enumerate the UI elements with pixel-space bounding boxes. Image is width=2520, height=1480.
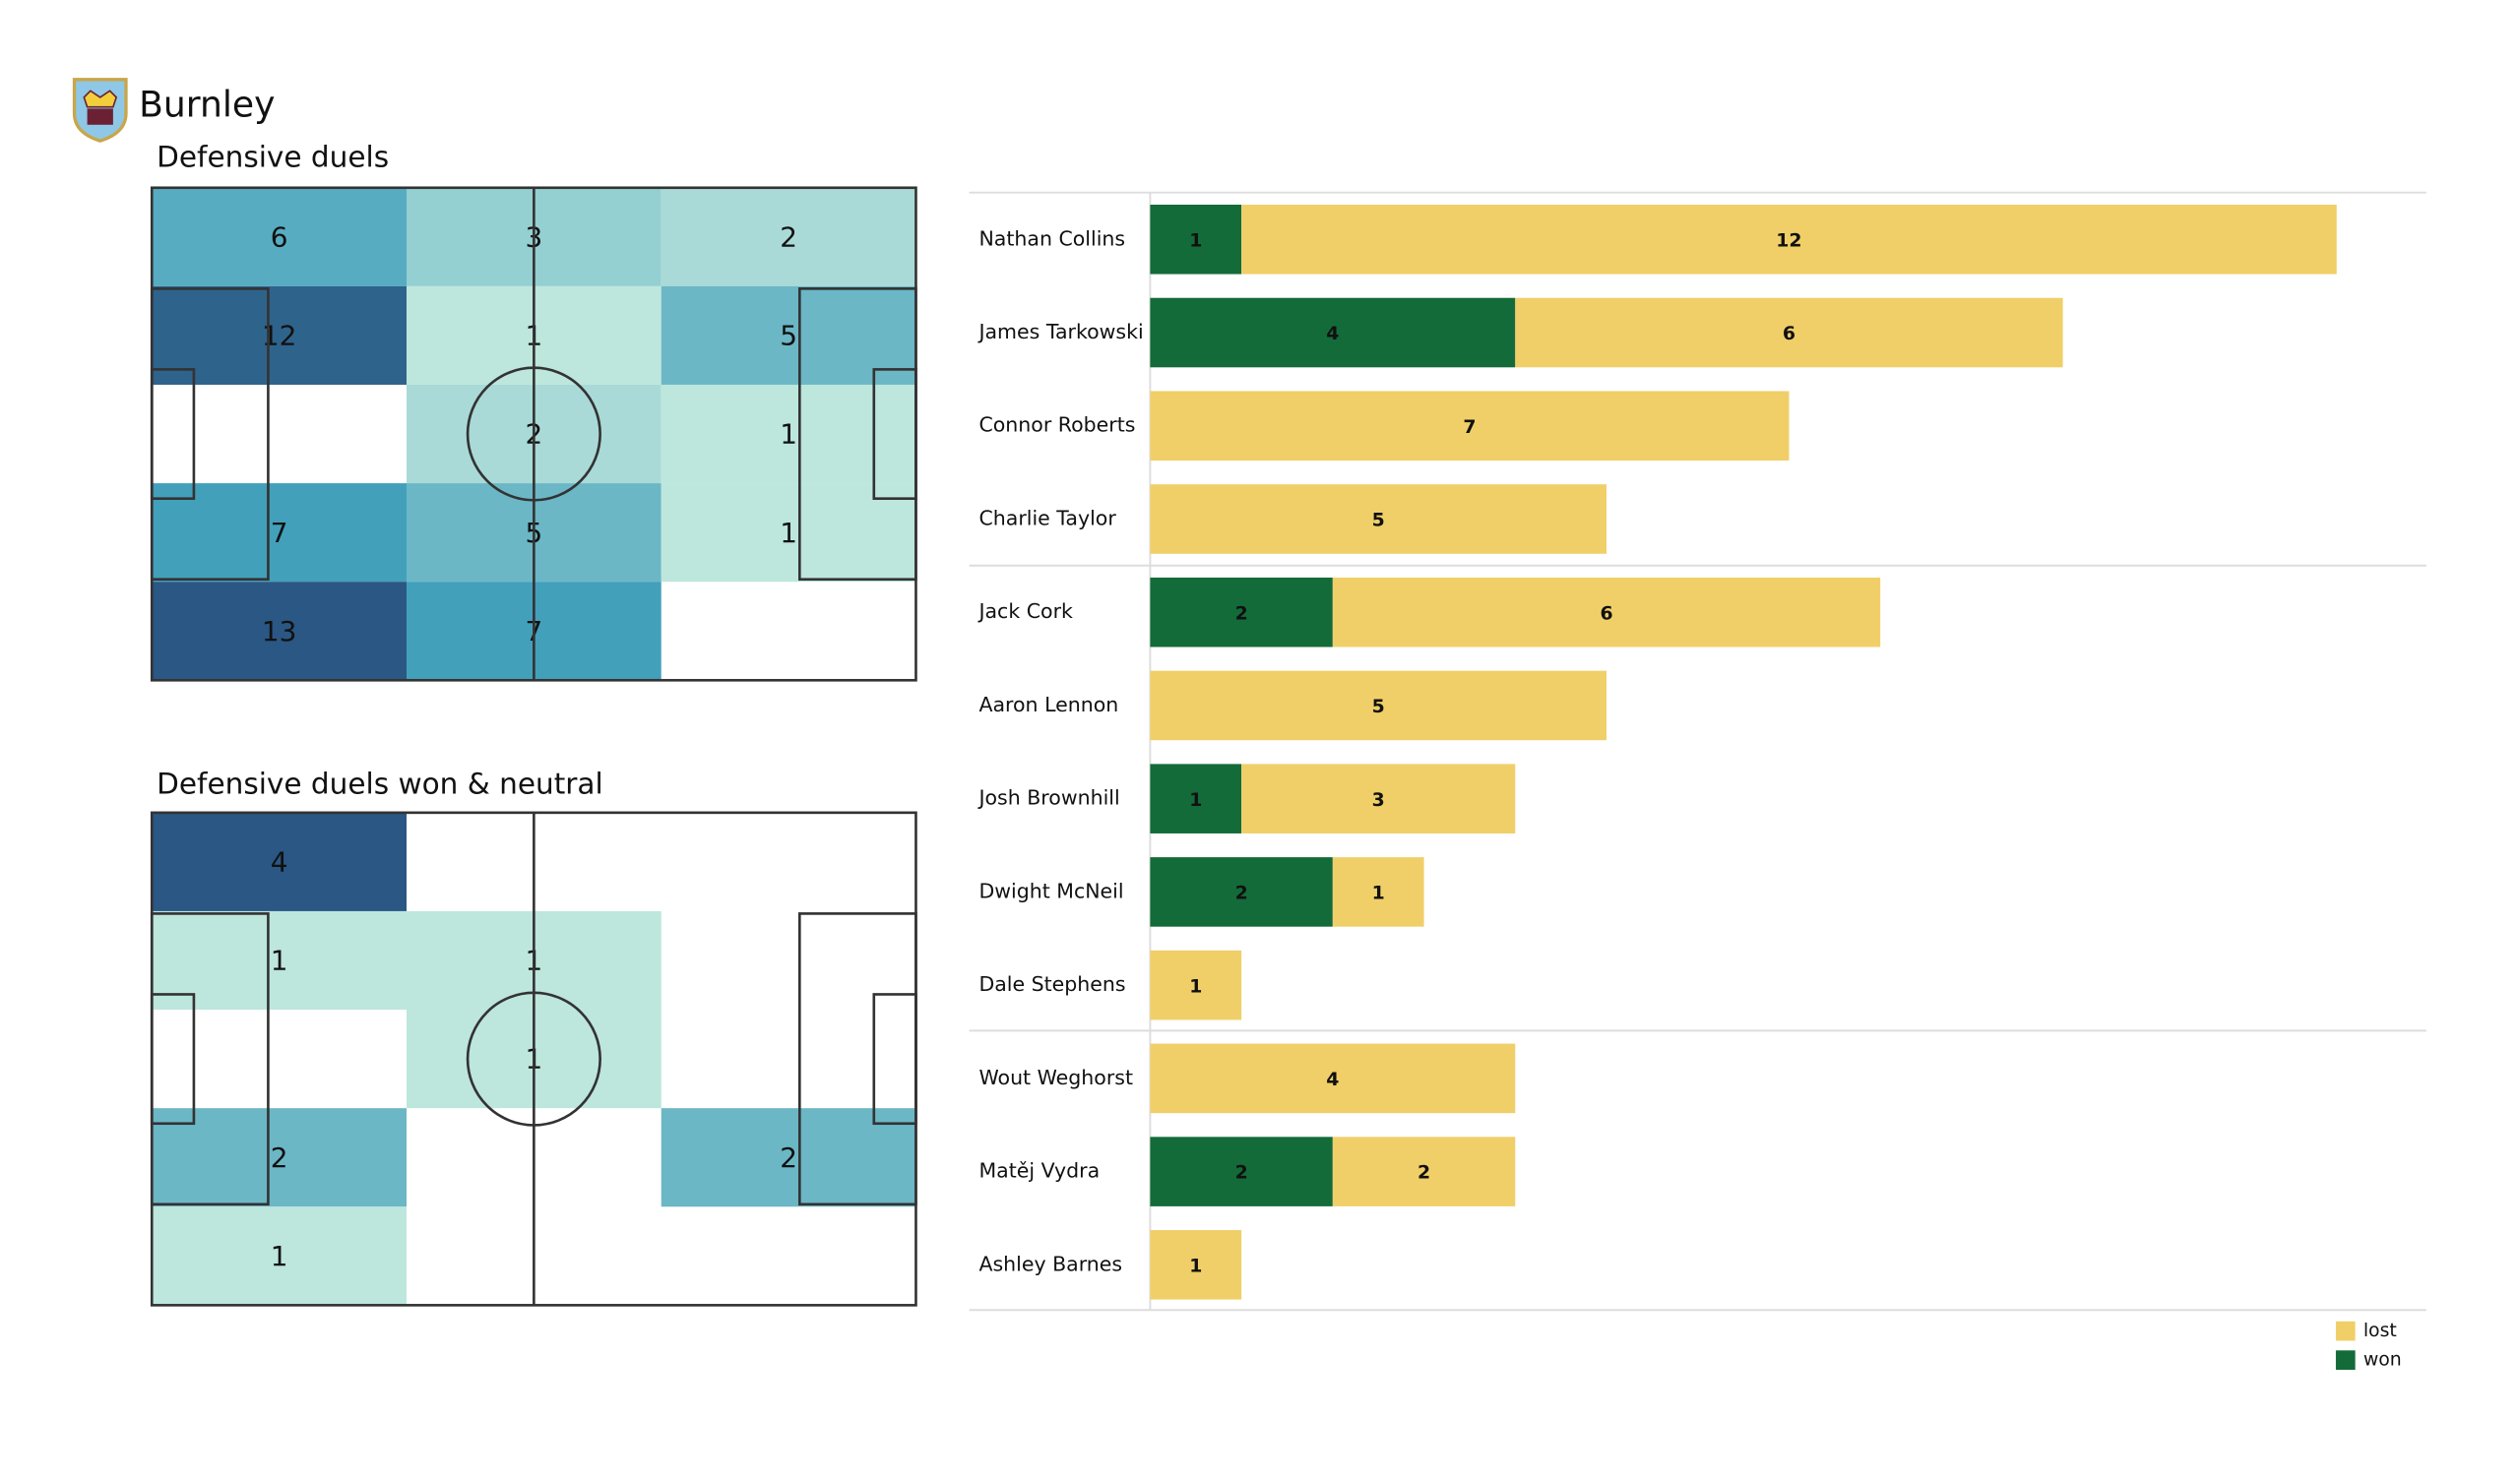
bar-segment [1150, 670, 1606, 741]
heat-cell [152, 812, 407, 911]
legend-label: won [2363, 1349, 2402, 1371]
player-name: Nathan Collins [978, 226, 1125, 250]
cell-label: 2 [780, 220, 797, 253]
cell-label: 1 [780, 517, 797, 549]
legend-label: lost [2363, 1320, 2397, 1341]
heatmap-title: Defensive duels won & neutral [157, 767, 603, 800]
player-name: Charlie Taylor [978, 506, 1116, 529]
bar-segment [1241, 764, 1516, 833]
player-name: Dwight McNeil [978, 879, 1123, 902]
bar-label: 1 [1189, 1255, 1202, 1276]
bar-segment [1150, 1043, 1516, 1114]
bar-segment [1332, 1137, 1516, 1206]
player-name: Matěj Vydra [978, 1159, 1100, 1183]
bar-segment [1241, 205, 2337, 275]
bar-label: 6 [1783, 323, 1796, 344]
heat-cell [152, 1206, 407, 1306]
cell-label: 2 [271, 1141, 288, 1174]
bar-label: 1 [1189, 975, 1202, 997]
cell-label: 7 [271, 517, 288, 549]
bar-label: 7 [1463, 416, 1476, 438]
cell-label: 1 [271, 945, 288, 977]
player-name: Jack Cork [976, 599, 1073, 623]
bar-segment [1150, 484, 1606, 554]
cell-label: 6 [271, 220, 288, 253]
bar-label: 2 [1418, 1162, 1430, 1184]
bar-label: 12 [1776, 229, 1801, 251]
bar-label: 5 [1372, 510, 1385, 531]
bar-segment [1150, 205, 1242, 275]
cell-label: 13 [262, 615, 296, 648]
legend-swatch [2335, 1321, 2356, 1341]
bar-label: 2 [1235, 883, 1248, 904]
bar-segment [1150, 1137, 1333, 1206]
center-circle [466, 366, 601, 502]
six-yard-box [872, 993, 917, 1126]
bar-segment [1150, 297, 1516, 368]
cell-label: 4 [271, 846, 288, 879]
player-name: Connor Roberts [978, 413, 1135, 437]
six-yard-box [150, 368, 196, 500]
bar-segment [1150, 391, 1790, 462]
bar-label: 1 [1372, 883, 1385, 904]
bar-label: 2 [1235, 602, 1248, 624]
bar-label: 5 [1372, 696, 1385, 717]
pitch [150, 811, 917, 1307]
bar-label: 1 [1189, 229, 1202, 251]
bar-label: 3 [1372, 789, 1385, 811]
crest [72, 78, 128, 143]
team-name: Burnley [139, 84, 275, 126]
bar-segment [1332, 857, 1424, 927]
bar-segment [1515, 297, 2063, 368]
bar-label: 4 [1326, 1069, 1339, 1090]
player-name: James Tarkowski [976, 320, 1143, 343]
cell-label: 1 [780, 418, 797, 451]
six-yard-box [872, 368, 917, 500]
bar-segment [1150, 857, 1333, 927]
bar-label: 4 [1326, 323, 1339, 344]
legend-swatch [2335, 1350, 2356, 1370]
bar-segment [1150, 950, 1242, 1020]
six-yard-box [150, 993, 196, 1126]
heat-cell [152, 187, 407, 286]
bar-segment [1150, 764, 1242, 833]
player-name: Ashley Barnes [978, 1252, 1122, 1275]
bar-segment [1150, 1230, 1242, 1300]
bar-segment [1332, 577, 1881, 648]
player-name: Dale Stephens [978, 972, 1125, 996]
bar-segment [1150, 577, 1333, 648]
player-name: Aaron Lennon [978, 693, 1118, 716]
heat-cell [152, 582, 407, 681]
cell-label: 5 [780, 320, 797, 352]
heatmap-title: Defensive duels [157, 141, 389, 174]
player-name: Wout Weghorst [978, 1066, 1133, 1089]
cell-label: 1 [271, 1240, 288, 1272]
bar-label: 6 [1600, 602, 1612, 624]
cell-label: 2 [780, 1141, 797, 1174]
bar-label: 2 [1235, 1162, 1248, 1184]
heat-cell [661, 187, 916, 286]
player-name: Josh Brownhill [976, 786, 1119, 810]
pitch [150, 186, 917, 682]
center-circle [466, 991, 601, 1127]
bar-label: 1 [1189, 789, 1202, 811]
